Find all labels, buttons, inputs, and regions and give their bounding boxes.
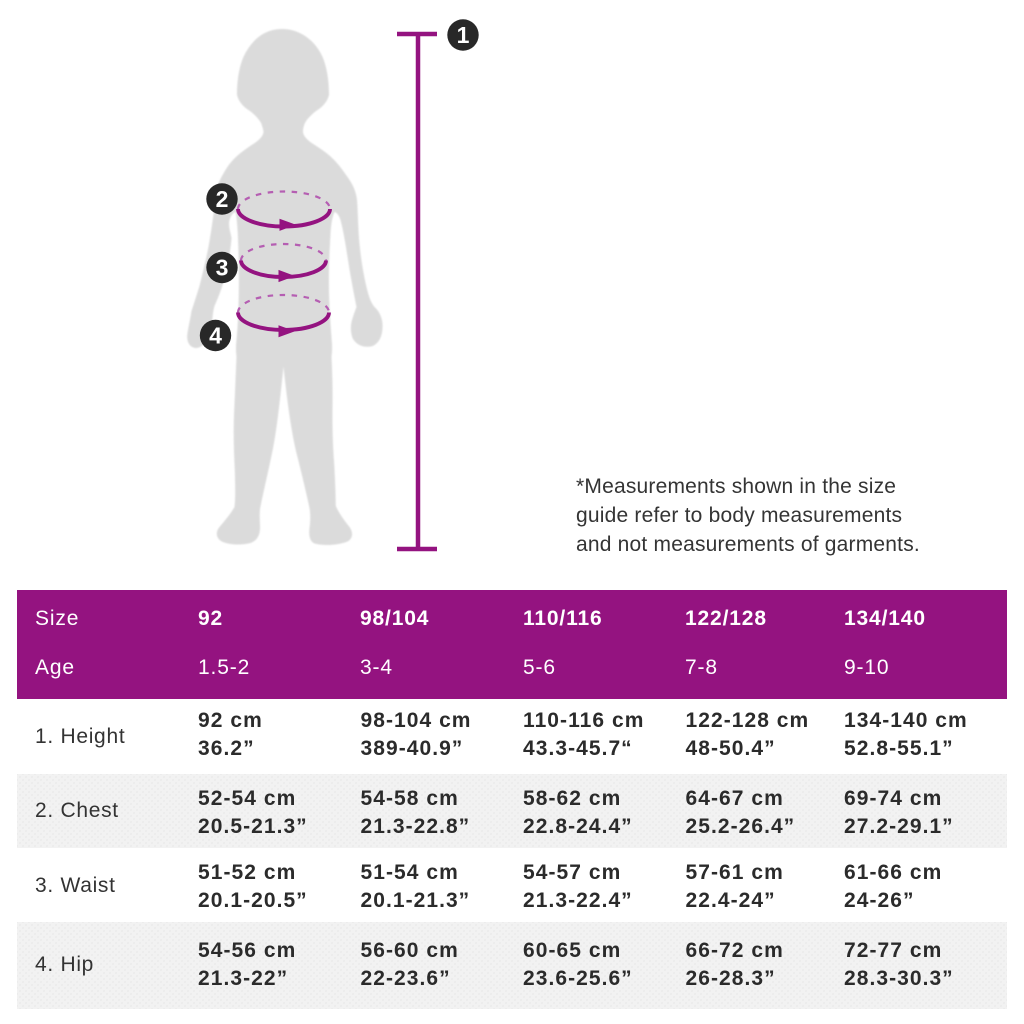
svg-text:2: 2 [216, 186, 229, 212]
svg-text:1: 1 [457, 22, 470, 48]
svg-text:3: 3 [216, 255, 229, 281]
svg-text:4: 4 [209, 323, 222, 349]
